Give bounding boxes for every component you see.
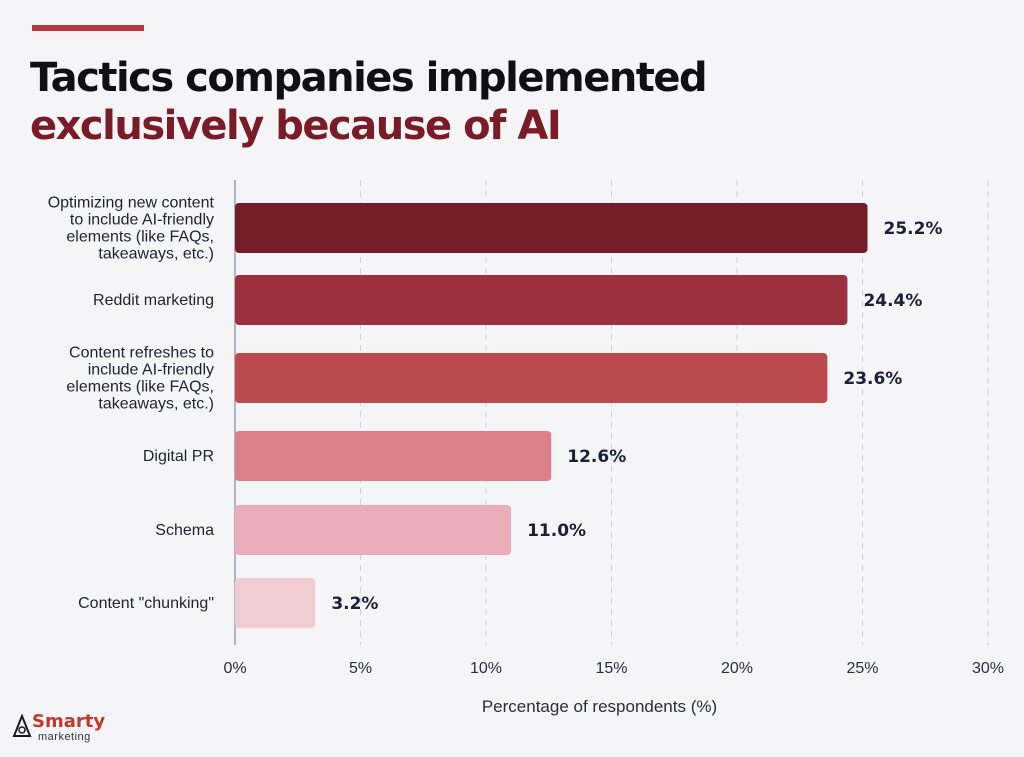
category-label-line: Digital PR [143,448,214,465]
category-label-line: takeaways, etc.) [98,246,214,263]
x-tick-label: 20% [721,660,753,677]
x-tick-label: 25% [846,660,878,677]
bar-value-label: 23.6% [843,369,902,389]
category-label: Schema [155,522,214,539]
category-label-line: Optimizing new content [48,195,215,212]
category-label: Reddit marketing [93,292,214,309]
x-tick-label: 10% [470,660,502,677]
category-label: Content refreshes to include AI-friendly e… [66,345,214,413]
x-tick-label: 0% [223,660,246,677]
category-label: Optimizing new content to include AI-frie… [48,195,215,263]
smarty-marketing-logo: Smarty marketing [12,712,122,746]
logo-subtitle: marketing [38,731,91,743]
x-tick-label: 15% [595,660,627,677]
bar-value-label: 24.4% [863,291,922,311]
bar [235,275,848,325]
x-tick-label: 5% [349,660,372,677]
bar [235,505,512,555]
category-label-line: Content "chunking" [78,595,214,612]
bar-value-label: 3.2% [331,594,378,614]
category-label-line: include AI-friendly [88,362,214,379]
bar [235,353,828,403]
category-label-line: elements (like FAQs, [66,229,214,246]
x-axis-title: Percentage of respondents (%) [482,697,717,716]
category-label-line: Reddit marketing [93,292,214,309]
category-label-line: takeaways, etc.) [98,396,214,413]
chart-title: Tactics companies implemented exclusivel… [30,54,708,150]
chart-title-line2: exclusively because of AI [30,103,562,149]
category-label-line: Schema [155,522,214,539]
bar [235,431,552,481]
bar [235,578,316,628]
triangle-logo-icon [12,714,32,737]
category-label-line: elements (like FAQs, [66,379,214,396]
bar-value-label: 25.2% [884,219,943,239]
category-label: Content "chunking" [78,595,214,612]
bar-value-label: 11.0% [527,521,586,541]
category-label: Digital PR [143,448,214,465]
bar-value-label: 12.6% [567,447,626,467]
logo-name: Smarty [32,711,106,732]
x-tick-label: 30% [972,660,1004,677]
category-label-line: to include AI-friendly [70,212,214,229]
title-accent-bar [32,25,144,31]
category-label-line: Content refreshes to [69,345,214,362]
chart-title-line1: Tactics companies implemented [30,55,708,101]
bar [235,203,868,253]
